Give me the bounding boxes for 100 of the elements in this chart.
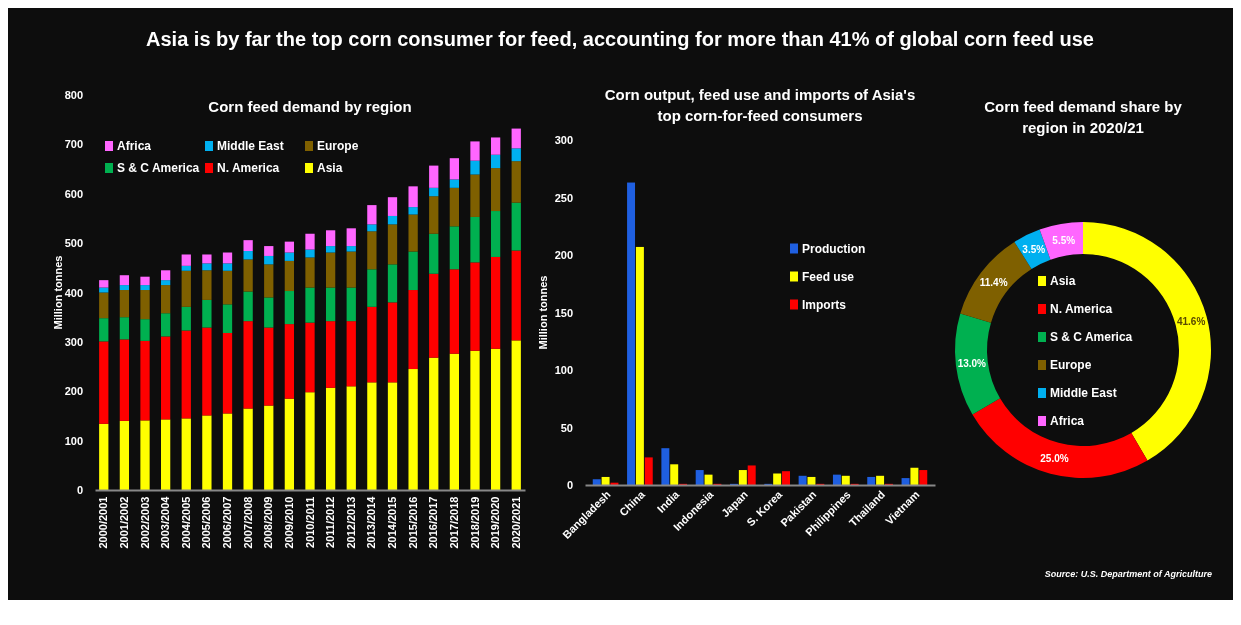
legend-label: N. America bbox=[1050, 302, 1113, 316]
bar bbox=[408, 214, 418, 252]
x-tick-label: 2006/2007 bbox=[221, 496, 234, 549]
bar bbox=[470, 141, 480, 161]
bar bbox=[264, 297, 274, 328]
bar bbox=[284, 291, 295, 325]
bar bbox=[346, 386, 356, 490]
bar bbox=[243, 251, 253, 260]
bar bbox=[901, 478, 910, 485]
x-tick-label: 2017/2018 bbox=[447, 496, 460, 549]
bar bbox=[243, 291, 253, 322]
bar bbox=[284, 252, 295, 261]
bar bbox=[367, 205, 377, 225]
bar bbox=[627, 182, 636, 485]
data-label: 13.0% bbox=[957, 358, 987, 370]
bar bbox=[408, 186, 418, 208]
bar bbox=[644, 457, 653, 485]
bar bbox=[325, 321, 336, 388]
bar bbox=[429, 273, 439, 358]
bar bbox=[284, 324, 295, 399]
bar bbox=[99, 292, 109, 319]
bar bbox=[140, 420, 150, 490]
text: Asia is by far the top corn consumer for feed, accounting for more than 41% of global corn feed use bbox=[146, 28, 1094, 50]
bar bbox=[305, 257, 315, 288]
x-tick-label: 2015/2016 bbox=[406, 496, 419, 549]
data-label: 41.6% bbox=[1176, 315, 1206, 327]
donut-slice bbox=[972, 398, 1148, 478]
bar bbox=[119, 420, 130, 490]
bar bbox=[449, 158, 459, 180]
chart-title: Corn feed demand share by region in 2020/21 bbox=[984, 98, 1183, 136]
bar bbox=[284, 260, 295, 292]
bar bbox=[511, 161, 521, 203]
bar bbox=[429, 196, 439, 234]
bar bbox=[140, 319, 150, 341]
x-tick-label: 2005/2006 bbox=[200, 496, 213, 549]
bar bbox=[511, 340, 521, 490]
y-tick-label: 150 bbox=[554, 306, 573, 319]
data-label: 25.0% bbox=[1040, 453, 1069, 465]
bar bbox=[202, 263, 212, 271]
bar bbox=[470, 216, 480, 263]
bar bbox=[305, 287, 315, 323]
data-label: 11.4% bbox=[979, 277, 1008, 289]
y-tick-label: 300 bbox=[64, 335, 83, 348]
bar bbox=[140, 276, 150, 286]
bar bbox=[243, 240, 253, 252]
chart-title: Corn feed demand by region bbox=[208, 98, 412, 115]
bar bbox=[181, 306, 191, 331]
bar bbox=[429, 233, 439, 274]
bar bbox=[222, 304, 233, 333]
legend-label: Imports bbox=[802, 297, 847, 312]
bar bbox=[670, 464, 679, 485]
legend-label: Europe bbox=[1050, 358, 1092, 372]
bar bbox=[490, 137, 501, 155]
bar bbox=[919, 470, 928, 485]
bar bbox=[592, 479, 601, 485]
bar bbox=[798, 475, 807, 485]
bar bbox=[773, 473, 782, 485]
bar bbox=[181, 330, 191, 419]
legend-label: Africa bbox=[117, 139, 152, 153]
bar bbox=[429, 357, 439, 490]
bar bbox=[695, 470, 704, 485]
y-tick-label: 100 bbox=[554, 364, 573, 377]
bar bbox=[119, 290, 130, 318]
data-label: 3.5% bbox=[1022, 244, 1046, 256]
bar bbox=[202, 327, 212, 416]
bar bbox=[367, 231, 377, 270]
bar bbox=[408, 290, 418, 370]
bar bbox=[387, 224, 398, 265]
bar bbox=[346, 246, 356, 252]
bar bbox=[367, 269, 377, 307]
bar bbox=[305, 249, 315, 258]
legend-label: Feed use bbox=[802, 269, 855, 284]
bar bbox=[264, 327, 274, 406]
legend-label: S & C America bbox=[117, 161, 200, 175]
bar bbox=[305, 233, 315, 250]
bar bbox=[325, 252, 336, 288]
legend-label: S & C America bbox=[1050, 330, 1133, 344]
bar bbox=[99, 318, 109, 342]
bar bbox=[161, 336, 171, 420]
x-tick-label: 2011/2012 bbox=[324, 496, 337, 548]
bar bbox=[346, 251, 356, 288]
bar bbox=[490, 256, 501, 349]
bar bbox=[202, 299, 212, 328]
x-tick-label: 2012/2013 bbox=[344, 496, 357, 549]
y-tick-label: 200 bbox=[64, 385, 83, 398]
bar bbox=[243, 321, 253, 409]
y-tick-label: 400 bbox=[64, 286, 83, 299]
y-tick-label: 50 bbox=[560, 421, 573, 434]
bar bbox=[408, 251, 418, 291]
bar bbox=[346, 287, 356, 322]
x-tick-label: 2007/2008 bbox=[241, 496, 254, 549]
y-tick-label: 250 bbox=[554, 191, 573, 204]
bar bbox=[284, 398, 295, 490]
bar bbox=[867, 476, 876, 485]
bar bbox=[161, 313, 171, 337]
bar bbox=[140, 290, 150, 320]
bar bbox=[119, 285, 130, 291]
bar bbox=[161, 270, 171, 281]
bar bbox=[325, 287, 336, 322]
bar bbox=[601, 476, 610, 485]
